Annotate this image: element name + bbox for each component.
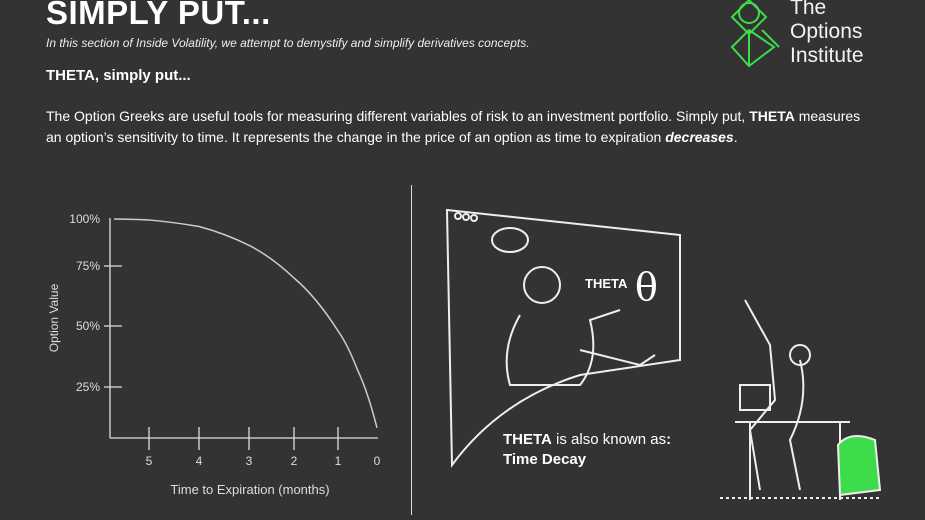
- x-tick-label: 4: [196, 454, 203, 468]
- option-value-curve: [113, 218, 378, 428]
- chalkboard-icon: [445, 208, 681, 468]
- y-axis-label: Option Value: [47, 283, 61, 352]
- teacher-head-icon: [523, 266, 561, 304]
- theta-chart: 100% 75% 50% 25% 5 4 3 2 1 0 Option Value Time t…: [47, 212, 381, 497]
- logo-text: The Options Institute: [790, 0, 864, 68]
- x-tick-label: 5: [146, 454, 153, 468]
- body-text: measures an option’s sensitivity to time…: [46, 108, 861, 145]
- page-title: SIMPLY PUT...: [46, 0, 271, 31]
- student-icon: [744, 299, 805, 491]
- x-axis-label: Time to Expiration (months): [170, 482, 329, 497]
- board-label: THETA: [585, 276, 628, 291]
- theta-illustration: THETA θ: [445, 208, 882, 500]
- x-tick-label: 1: [335, 454, 342, 468]
- y-tick-label: 25%: [76, 380, 100, 394]
- section-body: The Option Greeks are useful tools for m…: [46, 106, 876, 148]
- divider: [411, 185, 412, 515]
- page-subtitle: In this section of Inside Volatility, we…: [46, 36, 530, 50]
- aka-colon: :: [666, 431, 672, 448]
- logo-line: Institute: [790, 44, 864, 67]
- aka-term: Time Decay: [503, 451, 587, 468]
- aka-bold: THETA: [503, 431, 552, 448]
- section-heading: THETA, simply put...: [46, 67, 191, 84]
- body-text: The Option Greeks are useful tools for m…: [46, 108, 750, 124]
- y-tick-label: 100%: [69, 212, 100, 226]
- y-tick-label: 50%: [76, 319, 100, 333]
- laptop-icon: [739, 384, 771, 411]
- x-tick-label: 2: [291, 454, 298, 468]
- aka-text: is also known as: [551, 431, 667, 448]
- also-known-as: THETA is also known as: Time Decay: [503, 430, 671, 470]
- teacher-body-icon: [505, 309, 621, 386]
- logo-line: Options: [790, 20, 863, 43]
- body-emphasis: decreases: [665, 129, 734, 145]
- clock-icon: [491, 227, 529, 253]
- logo-line: The: [790, 0, 827, 19]
- y-tick-label: 75%: [76, 259, 100, 273]
- body-text: .: [733, 129, 738, 145]
- body-bold: THETA: [749, 108, 795, 124]
- options-institute-logo: [730, 0, 780, 68]
- theta-symbol: θ: [635, 265, 658, 309]
- x-tick-label: 0: [374, 454, 381, 468]
- x-tick-label: 3: [246, 454, 253, 468]
- backpack-icon: [836, 435, 882, 497]
